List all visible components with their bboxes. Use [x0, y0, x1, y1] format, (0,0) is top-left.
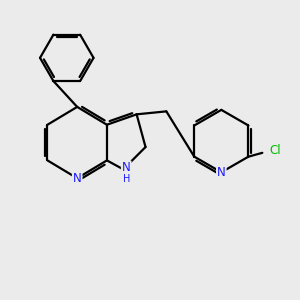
Text: N: N [122, 161, 130, 174]
Text: N: N [217, 166, 226, 179]
Text: H: H [122, 174, 130, 184]
Text: N: N [73, 172, 82, 185]
Text: Cl: Cl [269, 144, 281, 157]
